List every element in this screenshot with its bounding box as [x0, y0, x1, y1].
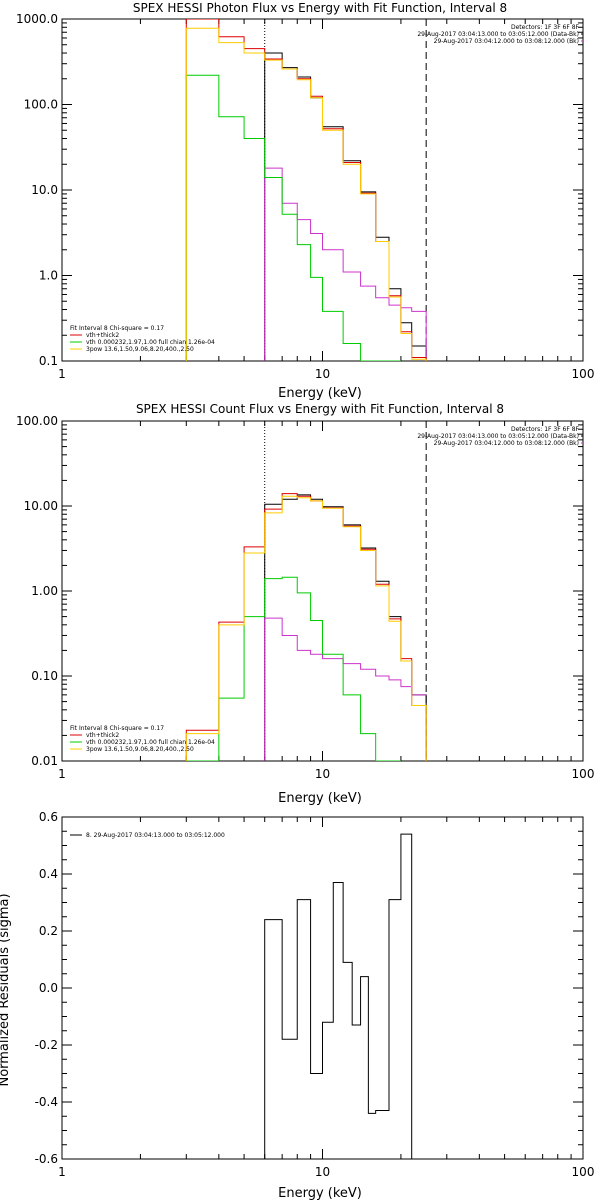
legend-entry: vth+thick2 [86, 732, 119, 739]
y-tick-label: 0.10 [31, 669, 58, 683]
x-tick-label: 1 [58, 1165, 66, 1179]
info-text: 29-Aug-2017 03:04:12.000 to 03:08:12.000… [434, 38, 579, 45]
info-text: 29-Aug-2017 03:04:12.000 to 03:08:12.000… [434, 440, 579, 447]
y-tick-label: -0.2 [35, 1038, 58, 1052]
series-line [185, 495, 427, 761]
series-line [185, 493, 427, 761]
y-tick-label: 0.01 [31, 754, 58, 768]
x-tick-label: 10 [315, 767, 330, 781]
x-tick-label: 10 [315, 1165, 330, 1179]
y-tick-label: -0.6 [35, 1152, 58, 1166]
info-text: Detectors: 1F 3F 6F 8F [511, 24, 580, 31]
legend-header: Fit Interval 8 Chi-square = 0.17 [70, 325, 164, 332]
y-tick-label: 1.0 [39, 269, 58, 283]
legend-entry: vth 0.000232,1.97,1.00 full chian 1.26e-… [86, 339, 215, 346]
series-line [264, 52, 427, 361]
legend-header: Fit Interval 8 Chi-square = 0.17 [70, 725, 164, 732]
info-text: Detectors: 1F 3F 6F 8F [511, 426, 580, 433]
y-tick-label: 100.0 [24, 98, 58, 112]
y-tick-label: 1.00 [31, 584, 58, 598]
residuals-panel: Energy (keV) Normalized Residuals (sigma… [0, 810, 594, 1200]
series-line [264, 833, 413, 1159]
legend-entry: 8. 29-Aug-2017 03:04:13.000 to 03:05:12.… [86, 832, 225, 839]
series-line [186, 576, 401, 761]
plot-frame [61, 420, 584, 762]
y-tick-label: 0.0 [39, 981, 58, 995]
x-axis-label: Energy (keV) [278, 791, 362, 806]
series-line [185, 27, 427, 361]
y-tick-label: 10.00 [24, 499, 58, 513]
x-tick-label: 100 [572, 1165, 595, 1179]
legend-entry: vth 0.000232,1.97,1.00 full chian 1.26e-… [86, 739, 215, 746]
y-tick-label: 10.0 [31, 183, 58, 197]
legend-entry: vth+thick2 [86, 332, 119, 339]
panel-title: SPEX HESSI Count Flux vs Energy with Fit… [136, 402, 504, 416]
x-tick-label: 1 [58, 367, 66, 381]
series-line [185, 19, 427, 361]
info-text: 29-Aug-2017 03:04:13.000 to 03:05:12.000… [417, 31, 579, 38]
y-axis-label: Normalized Residuals (sigma) [0, 893, 12, 1086]
series-line [185, 74, 401, 361]
y-tick-label: 1000.0 [16, 12, 58, 26]
x-tick-label: 1 [58, 767, 66, 781]
count-flux-panel: SPEX HESSI Count Flux vs Energy with Fit… [16, 402, 594, 806]
photon-flux-panel: SPEX HESSI Photon Flux vs Energy with Fi… [16, 1, 594, 401]
series-line [264, 167, 427, 361]
plot-frame [61, 816, 584, 1160]
info-text: 29-Aug-2017 03:04:13.000 to 03:05:12.000… [417, 433, 579, 440]
x-tick-label: 100 [572, 767, 595, 781]
x-tick-label: 100 [572, 367, 595, 381]
panel-title: SPEX HESSI Photon Flux vs Energy with Fi… [133, 1, 507, 15]
legend-entry: 3pow 13.6,1.50,9.06,8.20,400.,2.50 [86, 346, 194, 353]
x-axis-label: Energy (keV) [278, 1186, 362, 1200]
y-tick-label: 0.1 [39, 354, 58, 368]
y-tick-label: 0.4 [39, 867, 58, 881]
x-axis-label: Energy (keV) [278, 386, 362, 401]
y-tick-label: 0.2 [39, 924, 58, 938]
series-line [264, 494, 427, 761]
legend-entry: 3pow 13.6,1.50,9.06,8.20,400.,2.50 [86, 746, 194, 753]
x-tick-label: 10 [315, 367, 330, 381]
y-tick-label: 0.6 [39, 810, 58, 824]
y-tick-label: 100.00 [16, 414, 58, 428]
series-line [264, 617, 427, 761]
y-tick-label: -0.4 [35, 1095, 58, 1109]
